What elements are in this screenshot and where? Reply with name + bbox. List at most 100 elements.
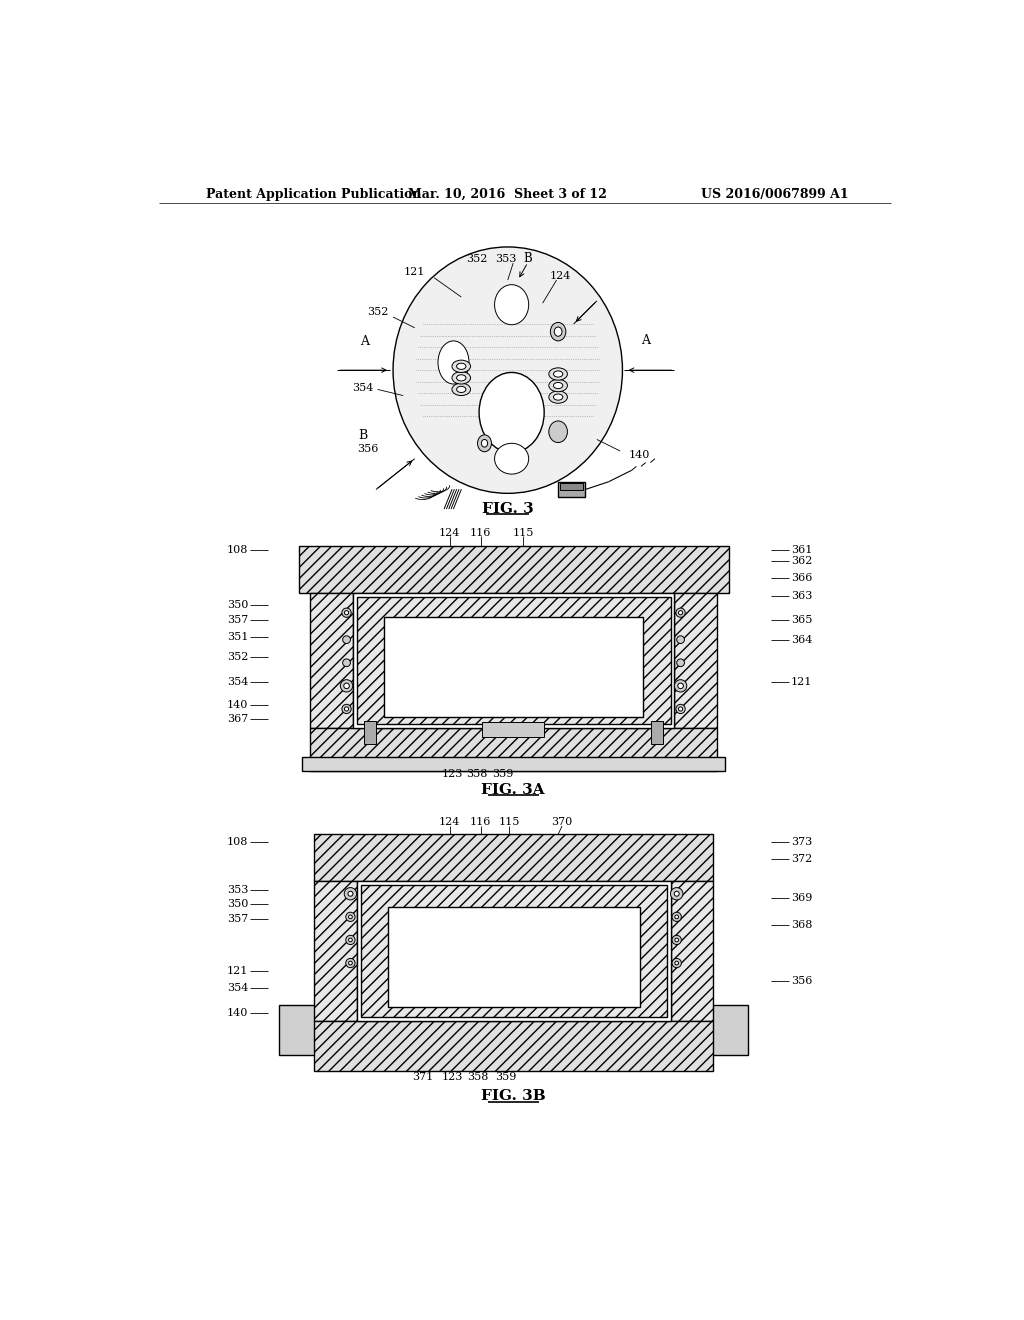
Ellipse shape — [344, 887, 356, 900]
Text: 116: 116 — [470, 528, 492, 537]
Ellipse shape — [346, 958, 355, 968]
Bar — [384, 616, 643, 717]
Ellipse shape — [344, 611, 348, 615]
Text: 358: 358 — [468, 1072, 489, 1082]
Ellipse shape — [675, 680, 687, 692]
Text: US 2016/0067899 A1: US 2016/0067899 A1 — [701, 187, 849, 201]
Bar — [701, 1006, 748, 1056]
Text: 350: 350 — [226, 601, 248, 610]
Text: 361: 361 — [791, 545, 812, 554]
Ellipse shape — [550, 322, 566, 341]
Ellipse shape — [554, 371, 563, 378]
Text: 115: 115 — [499, 817, 520, 828]
Text: 115: 115 — [513, 528, 534, 537]
Text: 123: 123 — [441, 1072, 463, 1082]
Bar — [365, 721, 376, 743]
Text: 372: 372 — [791, 854, 812, 865]
Text: 116: 116 — [470, 817, 492, 828]
Bar — [314, 834, 713, 880]
Ellipse shape — [452, 372, 471, 384]
Ellipse shape — [346, 912, 355, 921]
Ellipse shape — [676, 705, 685, 714]
Ellipse shape — [348, 939, 352, 941]
Text: FIG. 3B: FIG. 3B — [481, 1089, 546, 1104]
Ellipse shape — [452, 360, 471, 372]
Text: 370: 370 — [551, 817, 572, 828]
Ellipse shape — [549, 368, 567, 380]
Text: 121: 121 — [791, 677, 812, 686]
Ellipse shape — [549, 379, 567, 392]
Bar — [310, 594, 352, 729]
Text: 368: 368 — [791, 920, 812, 929]
Text: 350: 350 — [226, 899, 248, 908]
Ellipse shape — [481, 440, 487, 447]
Text: 352: 352 — [226, 652, 248, 663]
Text: 140: 140 — [226, 700, 248, 710]
Ellipse shape — [675, 939, 679, 941]
Text: 358: 358 — [466, 770, 487, 779]
Text: 354: 354 — [226, 983, 248, 994]
Ellipse shape — [438, 341, 469, 384]
Bar — [675, 594, 717, 729]
Ellipse shape — [672, 936, 681, 945]
Ellipse shape — [340, 680, 352, 692]
Bar — [558, 482, 586, 498]
Ellipse shape — [672, 958, 681, 968]
Bar — [310, 729, 717, 771]
Ellipse shape — [344, 682, 349, 689]
Text: 121: 121 — [404, 268, 425, 277]
Text: 353: 353 — [226, 884, 248, 895]
Ellipse shape — [554, 383, 563, 388]
Text: 373: 373 — [791, 837, 812, 847]
Text: 121: 121 — [226, 966, 248, 975]
Text: 353: 353 — [495, 255, 516, 264]
Bar — [482, 722, 544, 738]
Text: 362: 362 — [791, 556, 812, 566]
Text: 366: 366 — [791, 573, 812, 583]
Text: Patent Application Publication: Patent Application Publication — [206, 187, 421, 201]
Ellipse shape — [677, 636, 684, 644]
Text: 352: 352 — [367, 308, 388, 317]
Text: A: A — [359, 335, 369, 348]
Text: B: B — [358, 429, 368, 442]
Bar — [352, 594, 675, 729]
Ellipse shape — [679, 611, 683, 615]
Text: 365: 365 — [791, 615, 812, 626]
Ellipse shape — [348, 961, 352, 965]
Ellipse shape — [676, 609, 685, 618]
Text: 140: 140 — [629, 450, 650, 459]
Text: 371: 371 — [412, 1072, 433, 1082]
Text: 359: 359 — [495, 1072, 516, 1082]
Text: 359: 359 — [492, 770, 513, 779]
Text: 123: 123 — [441, 770, 463, 779]
Ellipse shape — [457, 387, 466, 392]
Text: 357: 357 — [227, 915, 248, 924]
Text: 108: 108 — [226, 545, 248, 554]
Text: Mar. 10, 2016  Sheet 3 of 12: Mar. 10, 2016 Sheet 3 of 12 — [409, 187, 607, 201]
Bar — [360, 884, 667, 1016]
Ellipse shape — [348, 891, 353, 896]
Text: 357: 357 — [227, 615, 248, 626]
Ellipse shape — [679, 708, 683, 711]
Bar — [388, 907, 640, 1007]
Ellipse shape — [677, 659, 684, 667]
Bar — [302, 756, 725, 771]
Ellipse shape — [346, 936, 355, 945]
Ellipse shape — [452, 383, 471, 396]
Ellipse shape — [671, 887, 683, 900]
Bar — [560, 483, 583, 490]
Ellipse shape — [672, 912, 681, 921]
Text: 363: 363 — [791, 591, 812, 601]
Ellipse shape — [342, 705, 351, 714]
Ellipse shape — [554, 327, 562, 337]
Bar — [299, 545, 729, 594]
Ellipse shape — [495, 444, 528, 474]
Text: 124: 124 — [550, 271, 571, 281]
Ellipse shape — [343, 636, 350, 644]
Text: FIG. 3: FIG. 3 — [482, 502, 534, 516]
Bar — [356, 880, 671, 1020]
Text: 351: 351 — [226, 632, 248, 643]
Bar — [314, 1020, 713, 1071]
Text: 124: 124 — [439, 528, 461, 537]
Ellipse shape — [343, 659, 350, 667]
